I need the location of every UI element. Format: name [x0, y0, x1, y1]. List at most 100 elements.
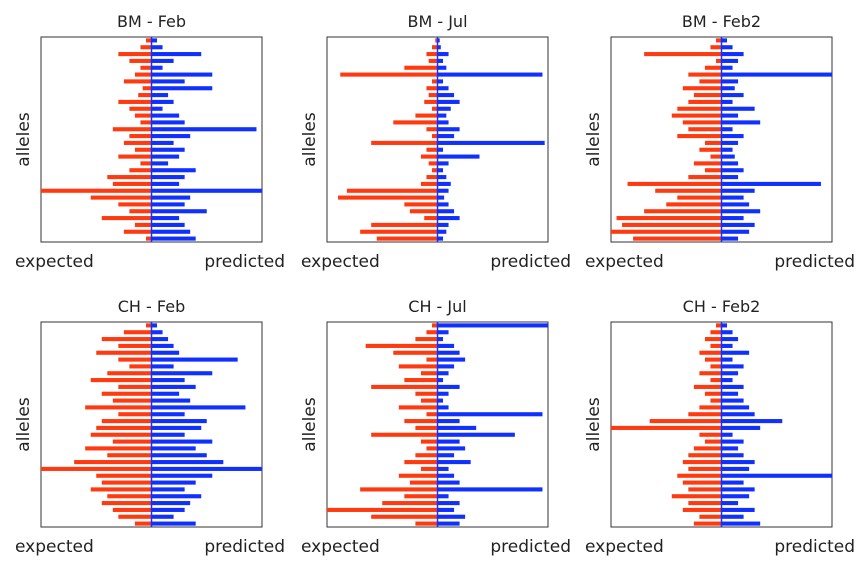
bar: [682, 480, 722, 485]
bar: [134, 147, 152, 152]
bar: [437, 432, 515, 437]
bar: [437, 371, 449, 376]
bar: [151, 79, 185, 84]
bar: [420, 466, 438, 471]
bar: [151, 216, 180, 221]
bar: [151, 330, 163, 335]
bar: [151, 501, 191, 506]
bar: [721, 195, 744, 200]
bar: [151, 38, 158, 43]
bar: [151, 521, 196, 526]
bar: [129, 168, 152, 173]
bar: [721, 453, 744, 458]
bar: [704, 65, 722, 70]
bar: [721, 425, 761, 430]
bar: [721, 222, 755, 227]
bar: [688, 501, 722, 506]
x-label-left: expected: [301, 252, 380, 272]
bar: [382, 501, 438, 506]
bar: [437, 364, 455, 369]
bar: [107, 175, 152, 180]
bar: [693, 93, 722, 98]
bar: [437, 494, 449, 499]
bar: [415, 425, 438, 430]
bar: [118, 357, 152, 362]
bar: [721, 52, 744, 57]
subplot-title: CH - Jul: [408, 297, 466, 316]
bar: [431, 106, 438, 111]
bar: [151, 154, 180, 159]
bar: [426, 330, 438, 335]
bar: [688, 466, 722, 471]
bar: [118, 514, 152, 519]
bar: [437, 65, 447, 70]
bar: [721, 371, 739, 376]
bar: [151, 343, 174, 348]
y-axis-label: alleles: [584, 112, 604, 167]
bar: [710, 45, 722, 50]
bar: [415, 337, 438, 342]
bar: [151, 106, 163, 111]
bar: [437, 514, 466, 519]
bar: [428, 58, 438, 63]
bar: [721, 99, 733, 104]
bar: [151, 398, 191, 403]
bar: [437, 140, 545, 145]
subplot-title: CH - Feb: [118, 297, 185, 316]
bar: [721, 323, 728, 328]
bar: [327, 507, 438, 512]
bar: [431, 168, 438, 173]
bar: [90, 378, 152, 383]
bar: [682, 507, 722, 512]
x-label-right: predicted: [490, 252, 571, 272]
bar: [721, 113, 739, 118]
bar: [151, 113, 180, 118]
bar: [437, 52, 449, 57]
y-axis-label: alleles: [300, 112, 320, 167]
bar: [437, 202, 449, 207]
bar: [437, 222, 449, 227]
bar: [704, 337, 722, 342]
bar: [437, 175, 447, 180]
bar: [151, 202, 185, 207]
bar: [140, 161, 152, 166]
bar: [699, 371, 722, 376]
bar: [437, 419, 460, 424]
bar: [682, 460, 722, 465]
subplot-title: BM - Feb: [117, 12, 186, 31]
bar: [151, 453, 207, 458]
bar: [437, 45, 441, 50]
bar: [426, 446, 438, 451]
bar: [721, 343, 733, 348]
bar: [426, 175, 438, 180]
bar: [721, 337, 739, 342]
bar: [85, 446, 152, 451]
bar: [151, 405, 246, 410]
bar: [622, 222, 722, 227]
bar: [151, 222, 185, 227]
bar: [426, 412, 438, 417]
bar: [699, 432, 722, 437]
bar: [415, 391, 438, 396]
bar: [428, 93, 438, 98]
bar: [151, 494, 202, 499]
bar: [151, 188, 262, 193]
bar: [118, 384, 152, 389]
x-label-right: predicted: [774, 537, 855, 557]
bar: [112, 398, 152, 403]
bar: [721, 65, 733, 70]
bar: [96, 350, 152, 355]
bar: [721, 378, 733, 383]
bar: [151, 412, 185, 417]
bar: [699, 514, 722, 519]
bar: [404, 494, 438, 499]
bar: [704, 140, 722, 145]
bar: [710, 330, 722, 335]
bar: [721, 466, 750, 471]
bar: [431, 323, 438, 328]
bar: [107, 494, 152, 499]
bar: [710, 398, 722, 403]
bar: [151, 507, 185, 512]
bar: [437, 113, 447, 118]
bar: [437, 398, 444, 403]
